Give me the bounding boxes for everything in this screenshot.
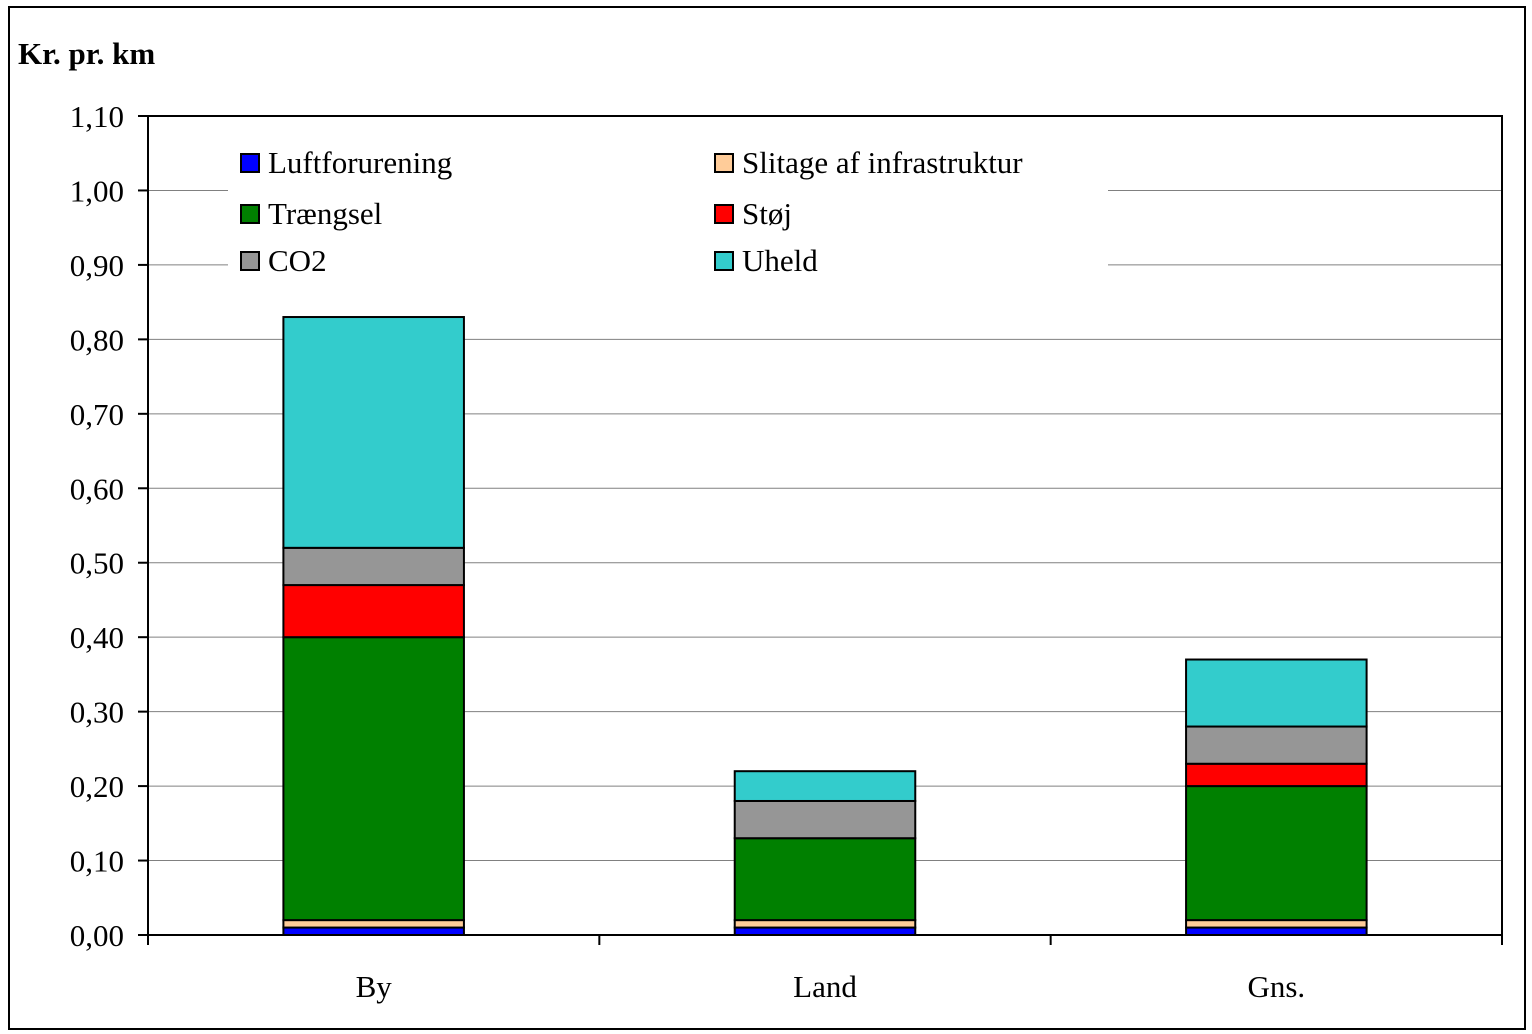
- bar-segment: [282, 584, 465, 639]
- bar-segment: [1185, 919, 1368, 929]
- bar-segment: [733, 837, 917, 922]
- y-tick-label: 0,30: [70, 695, 124, 730]
- bar-segment: [282, 919, 465, 929]
- x-tick-label: Land: [793, 969, 857, 1004]
- bar-segment: [282, 546, 465, 587]
- chart-title: Kr. pr. km: [18, 36, 155, 71]
- y-tick-label: 0,80: [70, 322, 124, 357]
- legend-label: CO2: [268, 243, 327, 278]
- bar-segment: [733, 919, 917, 929]
- y-tick-label: 0,70: [70, 397, 124, 432]
- legend-swatch: [714, 251, 734, 271]
- bar-segment: [282, 636, 465, 922]
- bar-segment: [733, 799, 917, 840]
- legend-label: Slitage af infrastruktur: [742, 145, 1023, 180]
- y-tick-label: 0,90: [70, 248, 124, 283]
- legend-label: Støj: [742, 196, 792, 231]
- legend-label: Trængsel: [268, 196, 382, 231]
- legend-background: [228, 140, 1108, 288]
- y-tick-label: 1,10: [70, 99, 124, 134]
- bar-segment: [1185, 926, 1368, 937]
- legend-swatch: [714, 204, 734, 224]
- bar-segment: [1185, 785, 1368, 922]
- y-tick-label: 0,10: [70, 844, 124, 879]
- y-tick-label: 0,40: [70, 620, 124, 655]
- y-tick-label: 0,60: [70, 471, 124, 506]
- legend-swatch: [714, 153, 734, 173]
- bar-segment: [733, 770, 917, 802]
- bar-segment: [282, 926, 465, 937]
- bar-segment: [1185, 725, 1368, 765]
- bar-segment: [733, 926, 917, 937]
- y-tick-label: 1,00: [70, 173, 124, 208]
- legend-swatch: [240, 153, 260, 173]
- y-tick-label: 0,50: [70, 546, 124, 581]
- legend-label: Uheld: [742, 243, 818, 278]
- bars: [282, 316, 1368, 937]
- bar-segment: [1185, 658, 1368, 728]
- x-tick-label: By: [356, 969, 393, 1004]
- bar-segment: [1185, 762, 1368, 788]
- y-tick-label: 0,20: [70, 769, 124, 804]
- legend-swatch: [240, 204, 260, 224]
- bar-segment: [282, 316, 465, 549]
- y-tick-label: 0,00: [70, 918, 124, 953]
- legend: Luftforurening Slitage af infrastruktur Tr…: [228, 140, 1108, 288]
- axes: 0,00 0,10 0,20 0,30 0,40 0,50 0,60 0,70 0,80 0,90…: [70, 99, 1503, 1004]
- legend-label: Luftforurening: [268, 145, 452, 180]
- legend-swatch: [240, 251, 260, 271]
- x-tick-label: Gns.: [1247, 969, 1305, 1004]
